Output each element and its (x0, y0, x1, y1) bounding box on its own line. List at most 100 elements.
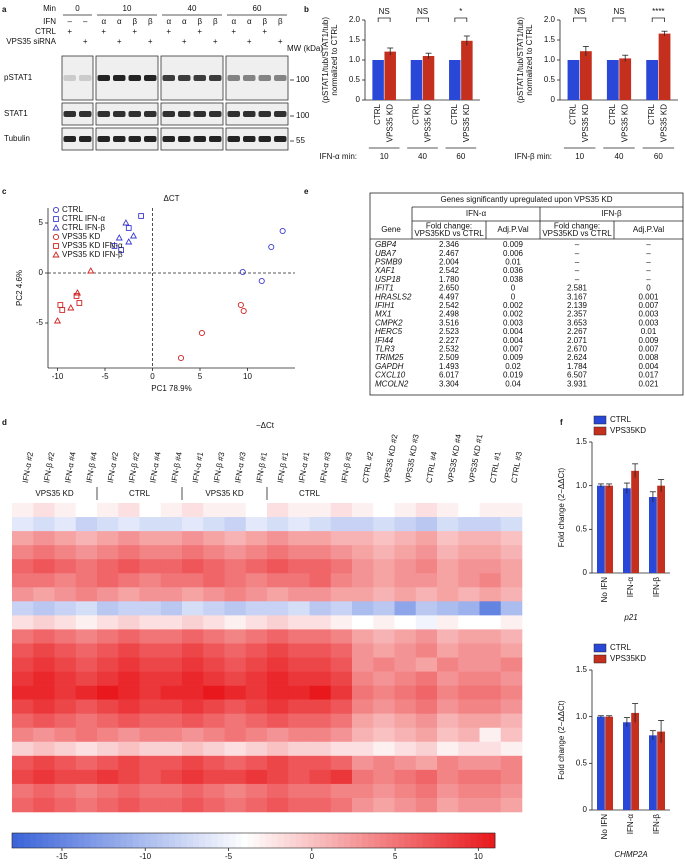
heat-cell (161, 587, 183, 601)
heat-cell (246, 587, 268, 601)
heat-cell (203, 658, 225, 672)
bar (605, 486, 613, 573)
heat-cell (76, 517, 98, 531)
y-tick-label: -5 (36, 318, 44, 327)
colorbar-segment (199, 833, 205, 848)
heat-cell (288, 770, 310, 784)
heat-cell (267, 700, 289, 714)
column-label: IFN-α #3 (233, 451, 247, 484)
heat-cell (76, 770, 98, 784)
heat-cell (76, 756, 98, 770)
table-cell: 6.507 (567, 371, 588, 380)
table-cell: 0.009 (503, 353, 524, 362)
heat-cell (161, 798, 183, 812)
heat-cell (118, 672, 140, 686)
y-tick-label: 0.5 (544, 75, 556, 84)
point (123, 220, 129, 225)
heat-cell (437, 798, 459, 812)
heat-cell (373, 672, 395, 686)
heat-cell (416, 770, 438, 784)
heat-cell (225, 798, 247, 812)
table-cell: 2.004 (439, 258, 460, 267)
heat-cell (373, 573, 395, 587)
heat-cell (76, 643, 98, 657)
heat-cell (501, 573, 523, 587)
lane-label: β (148, 17, 153, 26)
column-label: CTRL #3 (510, 450, 524, 483)
heat-cell (182, 615, 204, 629)
heat-cell (182, 503, 204, 517)
blot-band (274, 111, 287, 117)
table-cell: – (575, 275, 580, 284)
heat-cell (331, 714, 353, 728)
x-tick-label: IFN-β (652, 577, 661, 598)
colorbar-segment (398, 833, 404, 848)
point (54, 244, 59, 249)
heat-cell (352, 587, 374, 601)
lane-label: α (117, 17, 122, 26)
heat-cell (12, 798, 34, 812)
sig-label: NS (379, 7, 390, 16)
heat-cell (140, 503, 162, 517)
heat-cell (246, 658, 268, 672)
table-cell: CMPK2 (375, 318, 403, 327)
heat-cell (97, 587, 119, 601)
heat-cell (246, 714, 268, 728)
blot-band (228, 111, 241, 117)
bar (384, 52, 396, 100)
lane-label: + (278, 37, 283, 46)
heat-cell (33, 503, 55, 517)
heat-cell (12, 601, 34, 615)
heat-cell (437, 728, 459, 742)
heat-cell (267, 517, 289, 531)
heat-cell (97, 686, 119, 700)
x-tick-label: CTRL (373, 103, 382, 124)
heat-cell (352, 601, 374, 615)
heat-cell (331, 573, 353, 587)
heat-cell (246, 643, 268, 657)
heat-cell (118, 503, 140, 517)
lane-label: + (182, 37, 187, 46)
x-tick-label: VPS35 KD (620, 104, 629, 142)
sig-bracket (613, 18, 625, 22)
blot-band (129, 75, 142, 81)
table-cell: 0.009 (503, 240, 524, 249)
blot-band (259, 75, 272, 81)
x-axis-label: IFN-α min: (319, 152, 357, 161)
heat-cell (416, 728, 438, 742)
y-tick-label: 0.5 (349, 75, 361, 84)
bar (461, 41, 473, 100)
heat-cell (352, 798, 374, 812)
table-cell: 0.002 (503, 310, 524, 319)
heat-cell (437, 531, 459, 545)
heat-cell (267, 601, 289, 615)
heat-cell (118, 756, 140, 770)
lane-label: + (101, 27, 106, 36)
heat-cell (55, 756, 77, 770)
heat-cell (203, 629, 225, 643)
heat-cell (118, 629, 140, 643)
lane-label: – (68, 17, 73, 26)
heat-cell (225, 531, 247, 545)
heat-cell (373, 798, 395, 812)
heat-cell (310, 559, 332, 573)
heat-cell (267, 714, 289, 728)
table-cell: 3.516 (439, 318, 460, 327)
heat-cell (33, 756, 55, 770)
heat-cell (55, 658, 77, 672)
heat-cell (140, 517, 162, 531)
blot-band (144, 136, 157, 142)
heat-cell (352, 700, 374, 714)
y-tick-label: 0 (356, 95, 361, 104)
legend-swatch (594, 427, 606, 435)
bar (631, 713, 639, 810)
heat-cell (182, 545, 204, 559)
blot-band (243, 111, 256, 117)
group-label: VPS35 KD (205, 489, 243, 498)
heat-cell (118, 545, 140, 559)
heat-cell (267, 573, 289, 587)
heat-cell (203, 714, 225, 728)
heat-cell (140, 686, 162, 700)
x-tick-label: CTRL (647, 103, 656, 124)
group-label: 60 (456, 152, 465, 161)
